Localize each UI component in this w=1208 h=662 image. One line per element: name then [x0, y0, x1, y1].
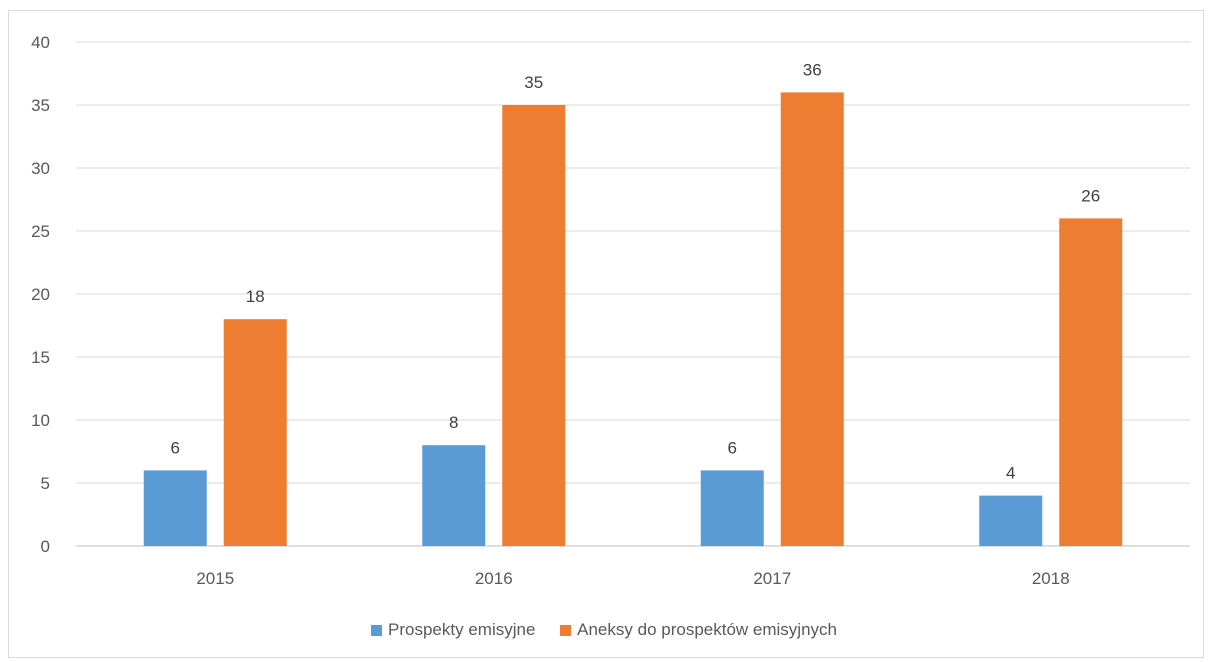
data-label: 26 [1081, 186, 1100, 205]
data-labels: 6 18 8 35 6 36 4 26 [171, 60, 1101, 482]
data-label: 36 [803, 60, 822, 79]
bar-series-1-2015 [143, 470, 207, 546]
x-tick-label: 2015 [196, 569, 234, 588]
bar-series-2-2015 [223, 319, 287, 546]
y-tick-label: 30 [31, 159, 50, 178]
y-tick-label: 0 [41, 537, 50, 556]
bar-series-2-2017 [780, 92, 844, 547]
bars [143, 92, 1123, 547]
y-tick-label: 20 [31, 285, 50, 304]
bar-series-2-2016 [502, 105, 566, 546]
data-label: 8 [449, 413, 458, 432]
chart-frame [8, 10, 1204, 658]
legend-label-series-2: Aneksy do prospektów emisyjnych [577, 620, 837, 639]
y-tick-label: 40 [31, 33, 50, 52]
y-axis: 0 5 10 15 20 25 30 35 40 [31, 33, 50, 556]
data-label: 35 [524, 73, 543, 92]
legend-item-series-1: Prospekty emisyjne [371, 620, 535, 640]
data-label: 4 [1006, 464, 1015, 483]
y-tick-label: 10 [31, 411, 50, 430]
bar-series-1-2016 [422, 445, 486, 546]
y-tick-label: 35 [31, 96, 50, 115]
x-tick-label: 2017 [753, 569, 791, 588]
legend-swatch-series-2 [560, 624, 572, 636]
bar-series-1-2018 [979, 495, 1043, 546]
y-tick-label: 5 [41, 474, 50, 493]
data-label: 6 [728, 438, 737, 457]
legend-swatch-series-1 [371, 624, 383, 636]
data-label: 18 [246, 287, 265, 306]
legend-label-series-1: Prospekty emisyjne [388, 620, 536, 639]
legend-item-series-2: Aneksy do prospektów emisyjnych [560, 620, 837, 640]
bar-series-2-2018 [1059, 218, 1123, 546]
y-tick-label: 15 [31, 348, 50, 367]
x-tick-label: 2016 [475, 569, 513, 588]
y-tick-label: 25 [31, 222, 50, 241]
x-tick-label: 2018 [1032, 569, 1070, 588]
x-axis: 2015 2016 2017 2018 [196, 569, 1069, 588]
bar-series-1-2017 [700, 470, 764, 546]
legend: Prospekty emisyjne Aneksy do prospektów … [0, 620, 1208, 641]
data-label: 6 [171, 438, 180, 457]
